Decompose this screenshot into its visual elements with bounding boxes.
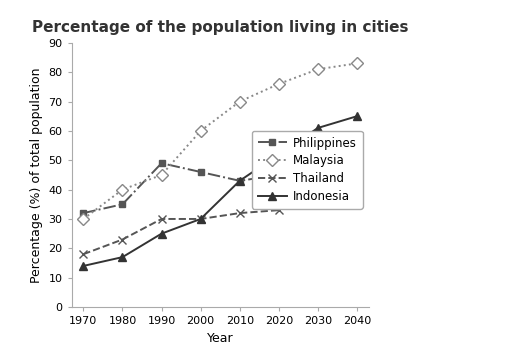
Y-axis label: Percentage (%) of total population: Percentage (%) of total population: [30, 67, 43, 283]
Line: Indonesia: Indonesia: [79, 112, 361, 270]
Indonesia: [237, 178, 243, 183]
Line: Malaysia: Malaysia: [79, 59, 361, 223]
Malaysia: [237, 99, 243, 104]
Philippines: [198, 170, 204, 174]
Philippines: [159, 161, 165, 165]
Thailand: [198, 217, 204, 221]
Line: Thailand: Thailand: [79, 156, 361, 258]
Thailand: [80, 252, 87, 256]
Thailand: [159, 217, 165, 221]
Thailand: [315, 187, 321, 192]
Indonesia: [198, 217, 204, 221]
X-axis label: Year: Year: [207, 332, 233, 345]
Legend: Philippines, Malaysia, Thailand, Indonesia: Philippines, Malaysia, Thailand, Indones…: [251, 131, 362, 208]
Thailand: [119, 237, 125, 242]
Indonesia: [315, 126, 321, 130]
Philippines: [119, 202, 125, 206]
Malaysia: [80, 217, 87, 221]
Philippines: [80, 211, 87, 215]
Malaysia: [315, 67, 321, 71]
Malaysia: [354, 61, 360, 66]
Indonesia: [275, 152, 282, 156]
Malaysia: [198, 129, 204, 133]
Thailand: [237, 211, 243, 215]
Thailand: [354, 158, 360, 162]
Title: Percentage of the population living in cities: Percentage of the population living in c…: [32, 20, 409, 35]
Thailand: [275, 208, 282, 212]
Malaysia: [119, 187, 125, 192]
Indonesia: [354, 114, 360, 119]
Indonesia: [119, 255, 125, 259]
Philippines: [354, 137, 360, 142]
Philippines: [275, 173, 282, 177]
Line: Philippines: Philippines: [80, 136, 360, 217]
Philippines: [315, 155, 321, 160]
Philippines: [237, 178, 243, 183]
Indonesia: [80, 264, 87, 268]
Malaysia: [275, 82, 282, 86]
Indonesia: [159, 231, 165, 236]
Malaysia: [159, 173, 165, 177]
